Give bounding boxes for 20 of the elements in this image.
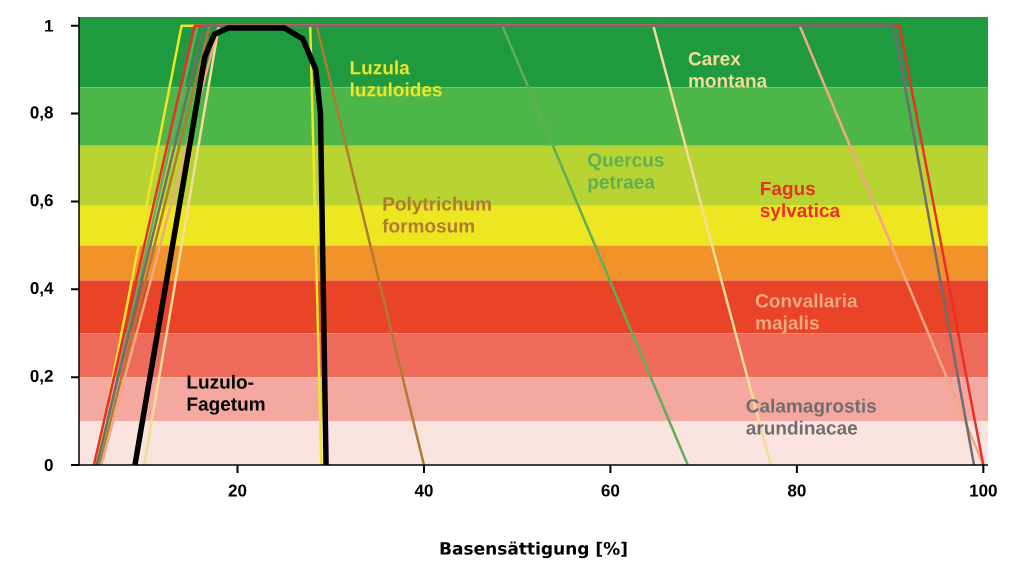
series-label: Polytrichum formosum — [382, 196, 491, 233]
y-tick-label: 0,4 — [30, 282, 54, 297]
series-label: Carex montana — [688, 51, 768, 88]
y-tick-label: 0,2 — [30, 369, 53, 385]
text: Calamagrostis arundinacae — [746, 398, 876, 435]
x-tick-label: 60 — [601, 484, 620, 497]
y-tick-label: 0,6 — [30, 194, 53, 209]
x-tick-label: 40 — [414, 484, 433, 497]
text: Convallaria majalis — [755, 293, 858, 334]
text: Fagus sylvatica — [760, 181, 841, 221]
x-tick-label: 20 — [228, 484, 247, 497]
y-tick-label: 0 — [44, 458, 53, 472]
series-label: Quercus petraea — [588, 153, 664, 193]
x-tick-label: 100 — [970, 484, 997, 497]
series-label: Luzulo-Fagetum — [187, 374, 265, 415]
x-tick-label: 80 — [787, 484, 806, 497]
y-tick-label: 0,8 — [30, 106, 53, 121]
y-tick-label: 1 — [45, 19, 54, 32]
text: Luzula luzuloides — [350, 60, 442, 97]
x-axis-title: Basensättigung [%] — [440, 541, 627, 559]
